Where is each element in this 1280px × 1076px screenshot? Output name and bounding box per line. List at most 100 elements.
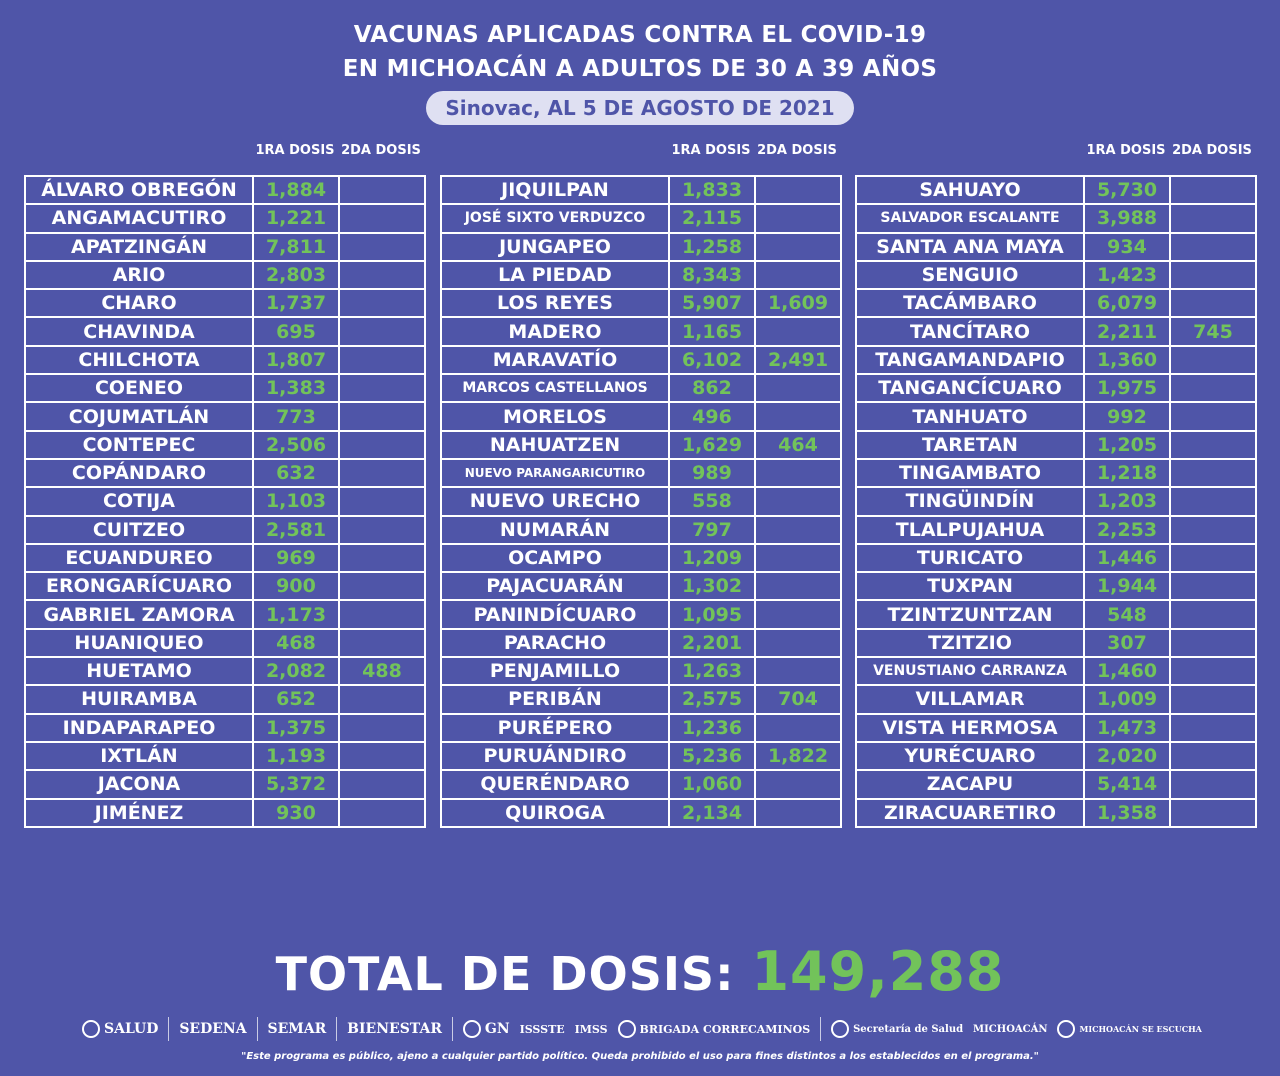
table-row: NUMARÁN 797 xyxy=(440,514,842,545)
second-dose-value xyxy=(1169,599,1257,630)
first-dose-value: 1,446 xyxy=(1083,542,1171,574)
second-dose-value xyxy=(1169,684,1257,715)
first-dose-value: 1,833 xyxy=(668,174,756,206)
logo-gobierno-michoacan: MICHOACÁN xyxy=(973,1023,1048,1035)
first-dose-value: 3,988 xyxy=(1083,203,1171,234)
first-dose-value: 1,944 xyxy=(1083,571,1171,602)
second-dose-value xyxy=(338,514,426,545)
table-row: JIMÉNEZ 930 xyxy=(24,797,426,828)
municipality-name: VILLAMAR xyxy=(855,684,1085,715)
second-dose-value xyxy=(1169,542,1257,574)
first-dose-value: 797 xyxy=(668,514,756,545)
municipality-name: TANHUATO xyxy=(855,401,1085,432)
table-row: ÁLVARO OBREGÓN 1,884 xyxy=(24,174,426,206)
subtitle-pill: Sinovac, AL 5 DE AGOSTO DE 2021 xyxy=(426,91,854,125)
col-header-first-dose-2: 1RA DOSIS xyxy=(671,143,751,158)
municipality-name: IXTLÁN xyxy=(24,740,254,772)
municipality-name: COENEO xyxy=(24,373,254,404)
second-dose-value xyxy=(1169,203,1257,234)
municipality-name: MADERO xyxy=(440,316,670,347)
municipality-name: INDAPARAPEO xyxy=(24,712,254,743)
first-dose-value: 1,060 xyxy=(668,769,756,800)
first-dose-value: 930 xyxy=(252,797,340,828)
table-row: TANGANCÍCUARO 1,975 xyxy=(855,373,1257,404)
first-dose-value: 773 xyxy=(252,401,340,432)
second-dose-value xyxy=(338,373,426,404)
table-row: SAHUAYO 5,730 xyxy=(855,174,1257,206)
first-dose-value: 862 xyxy=(668,373,756,404)
first-dose-value: 2,201 xyxy=(668,627,756,659)
table-row: ZACAPU 5,414 xyxy=(855,769,1257,800)
table-row: JIQUILPAN 1,833 xyxy=(440,174,842,206)
second-dose-value xyxy=(338,316,426,347)
second-dose-value xyxy=(754,797,842,828)
municipality-name: VISTA HERMOSA xyxy=(855,712,1085,743)
second-dose-value xyxy=(1169,401,1257,432)
municipality-name: COJUMATLÁN xyxy=(24,401,254,432)
municipality-name: YURÉCUARO xyxy=(855,740,1085,772)
second-dose-value xyxy=(338,174,426,206)
table-row: MADERO 1,165 xyxy=(440,316,842,347)
first-dose-value: 1,737 xyxy=(252,288,340,319)
second-dose-value: 704 xyxy=(754,684,842,715)
municipality-name: SALVADOR ESCALANTE xyxy=(855,203,1085,234)
municipality-table-1: ÁLVARO OBREGÓN 1,884 ANGAMACUTIRO 1,221 APAT… xyxy=(24,174,426,828)
first-dose-value: 1,375 xyxy=(252,712,340,743)
first-dose-value: 2,506 xyxy=(252,429,340,460)
second-dose-value xyxy=(338,486,426,517)
municipality-name: MORELOS xyxy=(440,401,670,432)
first-dose-value: 5,414 xyxy=(1083,769,1171,800)
second-dose-value xyxy=(1169,656,1257,687)
second-dose-value xyxy=(338,401,426,432)
first-dose-value: 548 xyxy=(1083,599,1171,630)
second-dose-value xyxy=(338,457,426,489)
first-dose-value: 558 xyxy=(668,486,756,517)
second-dose-value xyxy=(338,740,426,772)
second-dose-value xyxy=(338,288,426,319)
municipality-name: HUANIQUEO xyxy=(24,627,254,659)
table-row: COTIJA 1,103 xyxy=(24,486,426,517)
first-dose-value: 1,360 xyxy=(1083,344,1171,376)
col-header-first-dose-1: 1RA DOSIS xyxy=(255,143,335,158)
logo-bienestar: BIENESTAR xyxy=(347,1021,442,1037)
second-dose-value xyxy=(754,203,842,234)
second-dose-value: 488 xyxy=(338,656,426,687)
table-row: MARAVATÍO 6,102 2,491 xyxy=(440,344,842,376)
first-dose-value: 2,575 xyxy=(668,684,756,715)
municipality-name: ZACAPU xyxy=(855,769,1085,800)
first-dose-value: 8,343 xyxy=(668,259,756,291)
first-dose-value: 989 xyxy=(668,457,756,489)
table-row: YURÉCUARO 2,020 xyxy=(855,740,1257,772)
second-dose-value xyxy=(1169,231,1257,262)
municipality-name: APATZINGÁN xyxy=(24,231,254,262)
first-dose-value: 5,372 xyxy=(252,769,340,800)
col-header-second-dose-1: 2DA DOSIS xyxy=(341,143,421,158)
first-dose-value: 632 xyxy=(252,457,340,489)
municipality-name: ZIRACUARETIRO xyxy=(855,797,1085,828)
table-row: TZINTZUNTZAN 548 xyxy=(855,599,1257,630)
first-dose-value: 2,134 xyxy=(668,797,756,828)
municipality-name: SENGUIO xyxy=(855,259,1085,291)
municipality-name: COTIJA xyxy=(24,486,254,517)
municipality-name: TACÁMBARO xyxy=(855,288,1085,319)
divider xyxy=(451,1017,453,1041)
second-dose-value: 1,609 xyxy=(754,288,842,319)
eagle-seal-icon xyxy=(82,1020,100,1038)
table-row: ZIRACUARETIRO 1,358 xyxy=(855,797,1257,828)
municipality-name: JIQUILPAN xyxy=(440,174,670,206)
col-header-second-dose-2: 2DA DOSIS xyxy=(757,143,837,158)
table-row: HUANIQUEO 468 xyxy=(24,627,426,659)
municipality-name: TZINTZUNTZAN xyxy=(855,599,1085,630)
second-dose-value xyxy=(1169,769,1257,800)
municipality-name: JIMÉNEZ xyxy=(24,797,254,828)
second-dose-value xyxy=(754,656,842,687)
municipality-name: TLALPUJAHUA xyxy=(855,514,1085,545)
municipality-name: COPÁNDARO xyxy=(24,457,254,489)
first-dose-value: 1,218 xyxy=(1083,457,1171,489)
first-dose-value: 1,209 xyxy=(668,542,756,574)
table-row: TURICATO 1,446 xyxy=(855,542,1257,574)
first-dose-value: 2,581 xyxy=(252,514,340,545)
municipality-name: ECUANDUREO xyxy=(24,542,254,574)
municipality-name: CHILCHOTA xyxy=(24,344,254,376)
municipality-name: TINGAMBATO xyxy=(855,457,1085,489)
